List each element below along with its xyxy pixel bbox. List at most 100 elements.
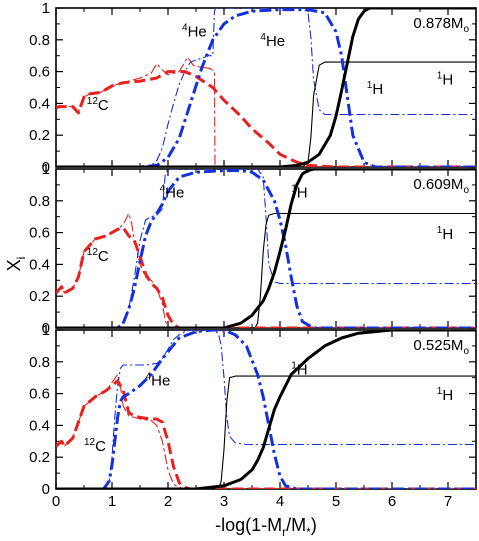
annotation-label: 1H (437, 386, 453, 404)
series-line-4He-thin (56, 330, 476, 489)
annotation-label: 12C (84, 437, 106, 455)
panel-mass-value: 0.878M (413, 15, 463, 32)
x-tick-label: 5 (332, 493, 340, 510)
annotation-label: 12C (87, 247, 109, 265)
x-axis-label-part-1: -log(1-M (215, 515, 282, 535)
y-tick-label: 1 (42, 322, 50, 339)
annotation-isotope-number: 1 (437, 70, 443, 81)
annotation-isotope-number: 4 (146, 372, 152, 383)
y-tick-label: 0.6 (29, 64, 50, 81)
x-tick-label: 7 (444, 493, 452, 510)
panel-mass-label: 0.609Mo (413, 176, 469, 196)
series-line-1H-thick (56, 8, 476, 167)
series-line-12C-thin (56, 212, 476, 328)
x-axis-label-part-2: /M (286, 515, 306, 535)
x-axis-label-sub-2: * (306, 525, 311, 539)
x-axis-label-part-3: ) (311, 515, 317, 535)
annotation-isotope-number: 1 (437, 225, 443, 236)
annotation-isotope-number: 4 (160, 184, 166, 195)
annotation-element: He (188, 24, 207, 41)
annotation-label: 12C (87, 96, 109, 114)
series-line-1H-thick (56, 330, 476, 489)
panel-mass-subscript: o (463, 185, 469, 196)
annotation-label: 1H (367, 80, 383, 98)
annotation-label: 4He (182, 23, 207, 41)
annotation-isotope-number: 1 (291, 361, 297, 372)
annotation-element: H (372, 81, 383, 98)
series-line-4He-thin (56, 169, 476, 328)
panel-mass-value: 0.609M (413, 176, 463, 193)
y-tick-label: 0 (42, 320, 50, 337)
annotation-element: He (151, 373, 170, 390)
annotation-isotope-number: 4 (182, 23, 188, 34)
annotation-element: H (442, 226, 453, 243)
series-line-4He-thick (56, 8, 476, 167)
y-tick-label: 0.2 (29, 127, 50, 144)
y-tick-label: 0.4 (29, 95, 50, 112)
annotation-element: C (98, 97, 109, 114)
series-line-12C-thin (56, 373, 476, 489)
panel-mass-value: 0.525M (413, 337, 463, 354)
annotation-element: C (98, 248, 109, 265)
x-tick-label: 4 (276, 493, 284, 510)
y-tick-label: 0.2 (29, 288, 50, 305)
series-line-12C-thin (56, 56, 476, 167)
x-axis-label: -log(1-Mr/M*) (215, 515, 317, 539)
annotation-label: 1H (291, 184, 307, 202)
annotation-label: 4He (160, 184, 185, 202)
panel-mass-label: 0.878Mo (413, 15, 469, 35)
x-tick-label: 1 (108, 493, 116, 510)
annotation-element: He (165, 185, 184, 202)
annotation-isotope-number: 12 (87, 96, 99, 107)
y-axis-label-sub: i (14, 257, 28, 260)
y-tick-label: 0.8 (29, 354, 50, 371)
svg-text:Xi: Xi (4, 257, 28, 272)
y-tick-label: 0.6 (29, 225, 50, 242)
annotation-isotope-number: 1 (291, 184, 297, 195)
y-tick-label: 1 (42, 161, 50, 178)
annotation-element: C (95, 438, 106, 455)
y-tick-label: 0.8 (29, 32, 50, 49)
x-tick-label: 0 (52, 493, 60, 510)
annotation-isotope-number: 1 (437, 386, 443, 397)
annotation-isotope-number: 1 (367, 80, 373, 91)
y-axis-label-main: X (4, 259, 24, 271)
svg-text:-log(1-Mr/M*): -log(1-Mr/M*) (215, 515, 317, 539)
annotation-isotope-number: 12 (87, 247, 99, 258)
series-line-1H-thin (56, 61, 476, 167)
annotation-element: H (297, 362, 308, 379)
y-tick-label: 0.6 (29, 386, 50, 403)
annotation-label: 1H (437, 225, 453, 243)
annotation-element: H (442, 387, 453, 404)
x-tick-label: 2 (164, 493, 172, 510)
series-line-4He-thick (56, 330, 476, 489)
series-line-4He-thin (56, 8, 476, 167)
series-line-1H-thick (56, 169, 476, 328)
x-axis-label-sub-1: r (282, 525, 286, 539)
panel-mass-label: 0.525Mo (413, 337, 469, 357)
y-tick-label: 0.8 (29, 193, 50, 210)
series-line-1H-thin (56, 212, 476, 328)
annotation-label: 1H (437, 70, 453, 88)
panel-mass-subscript: o (463, 346, 469, 357)
series-line-12C-thick (56, 70, 476, 167)
annotation-isotope-number: 12 (84, 437, 96, 448)
panel-mass-subscript: o (463, 24, 469, 35)
y-tick-label: 0.4 (29, 417, 50, 434)
y-tick-label: 0 (42, 481, 50, 498)
annotation-element: He (266, 33, 285, 50)
series-line-12C-thick (56, 226, 476, 328)
series-line-4He-thick (56, 169, 476, 328)
annotation-label: 1H (291, 361, 307, 379)
annotation-element: H (442, 71, 453, 88)
x-tick-label: 3 (220, 493, 228, 510)
y-tick-label: 0 (42, 159, 50, 176)
annotation-label: 4He (146, 372, 171, 390)
annotation-label: 4He (260, 32, 285, 50)
y-axis-label: Xi (4, 257, 28, 272)
x-tick-label: 6 (388, 493, 396, 510)
annotation-isotope-number: 4 (260, 32, 266, 43)
